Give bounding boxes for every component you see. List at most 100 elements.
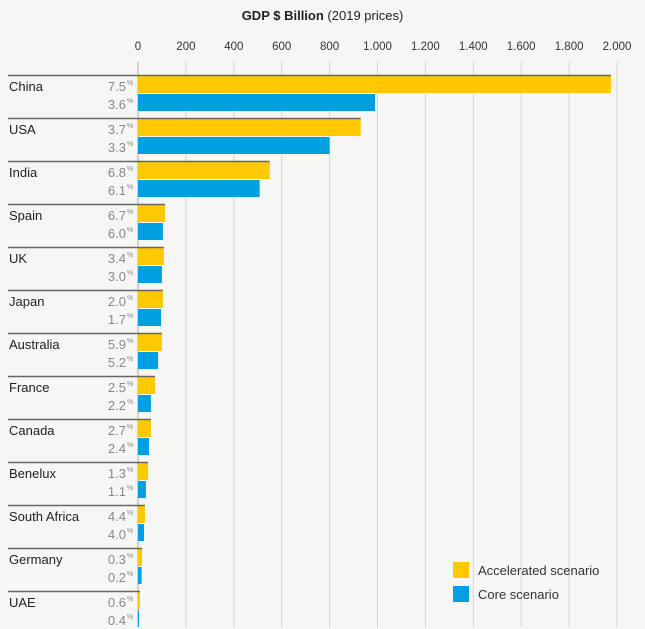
percent-sign: %: [127, 442, 133, 449]
x-tick-label: 200: [176, 41, 195, 53]
bar-accelerated: [138, 463, 149, 480]
x-tick-label: 600: [272, 41, 291, 53]
x-tick-label: 1.800: [555, 41, 584, 53]
percent-sign: %: [127, 338, 133, 345]
data-label: 3.4: [108, 251, 126, 266]
category-label: France: [9, 380, 49, 395]
data-label: 6.0: [108, 226, 126, 241]
x-tick-label: 2.000: [603, 41, 632, 53]
data-label: 3.7: [108, 122, 126, 137]
bar-core: [138, 524, 144, 541]
legend-swatch: [453, 562, 469, 578]
percent-sign: %: [127, 252, 133, 259]
bar-accelerated: [138, 334, 162, 351]
bar-core: [138, 610, 139, 627]
bar-accelerated: [138, 549, 143, 566]
bar-core: [138, 438, 150, 455]
title-rest: (2019 prices): [327, 8, 404, 23]
percent-sign: %: [127, 166, 133, 173]
legend-label: Accelerated scenario: [478, 562, 600, 578]
data-label: 0.3: [108, 552, 126, 567]
data-label: 0.6: [108, 595, 126, 610]
percent-sign: %: [127, 571, 133, 578]
bar-accelerated: [138, 420, 151, 437]
data-label: 2.0: [108, 294, 126, 309]
x-tick-label: 1.600: [507, 41, 536, 53]
data-label: 6.8: [108, 165, 126, 180]
percent-sign: %: [127, 399, 133, 406]
category-label: India: [9, 165, 38, 180]
bar-accelerated: [138, 592, 140, 609]
bar-core: [138, 94, 376, 111]
percent-sign: %: [127, 184, 133, 191]
bar-core: [138, 567, 142, 584]
data-label: 7.5: [108, 79, 126, 94]
percent-sign: %: [127, 356, 133, 363]
data-label: 5.9: [108, 337, 126, 352]
percent-sign: %: [127, 553, 133, 560]
data-label: 6.1: [108, 183, 126, 198]
bar-accelerated: [138, 119, 361, 136]
category-label: UAE: [9, 595, 36, 610]
percent-sign: %: [127, 596, 133, 603]
bar-accelerated: [138, 506, 145, 523]
bar-core: [138, 481, 146, 498]
title-bold: GDP $ Billion: [241, 8, 324, 23]
data-label: 0.4: [108, 613, 126, 628]
percent-sign: %: [127, 424, 133, 431]
data-label: 6.7: [108, 208, 126, 223]
percent-sign: %: [127, 313, 133, 320]
data-label: 1.3: [108, 466, 126, 481]
percent-sign: %: [127, 123, 133, 130]
bar-accelerated: [138, 205, 166, 222]
category-label: Canada: [9, 423, 55, 438]
data-label: 3.0: [108, 269, 126, 284]
x-tick-label: 1.200: [411, 41, 440, 53]
bar-core: [138, 266, 162, 283]
legend: Accelerated scenario Core scenario: [453, 558, 599, 606]
category-label: Australia: [9, 337, 60, 352]
x-tick-label: 1.400: [459, 41, 488, 53]
bar-core: [138, 352, 159, 369]
percent-sign: %: [127, 80, 133, 87]
percent-sign: %: [127, 141, 133, 148]
bar-accelerated: [138, 248, 164, 265]
x-tick-label: 1.000: [363, 41, 392, 53]
x-tick-label: 800: [320, 41, 339, 53]
category-label: Benelux: [9, 466, 56, 481]
x-tick-label: 400: [224, 41, 243, 53]
data-label: 4.4: [108, 509, 126, 524]
percent-sign: %: [127, 510, 133, 517]
category-label: South Africa: [9, 509, 80, 524]
bar-accelerated: [138, 162, 270, 179]
category-label: Japan: [9, 294, 44, 309]
legend-item-core: Core scenario: [453, 582, 599, 606]
percent-sign: %: [127, 270, 133, 277]
category-label: Germany: [9, 552, 63, 567]
percent-sign: %: [127, 98, 133, 105]
data-label: 2.5: [108, 380, 126, 395]
percent-sign: %: [127, 295, 133, 302]
category-label: China: [9, 79, 44, 94]
data-label: 5.2: [108, 355, 126, 370]
data-label: 3.3: [108, 140, 126, 155]
data-label: 3.6: [108, 97, 126, 112]
data-label: 2.4: [108, 441, 126, 456]
legend-label: Core scenario: [478, 586, 559, 602]
data-label: 2.7: [108, 423, 126, 438]
bar-accelerated: [138, 291, 163, 308]
percent-sign: %: [127, 467, 133, 474]
bar-core: [138, 223, 163, 240]
x-tick-label: 0: [135, 41, 141, 53]
percent-sign: %: [127, 227, 133, 234]
category-label: UK: [9, 251, 27, 266]
bar-core: [138, 180, 260, 197]
category-label: USA: [9, 122, 36, 137]
data-label: 1.1: [108, 484, 126, 499]
bar-accelerated: [138, 76, 612, 93]
chart-title: GDP $ Billion (2019 prices): [0, 8, 645, 23]
data-label: 4.0: [108, 527, 126, 542]
legend-swatch: [453, 586, 469, 602]
